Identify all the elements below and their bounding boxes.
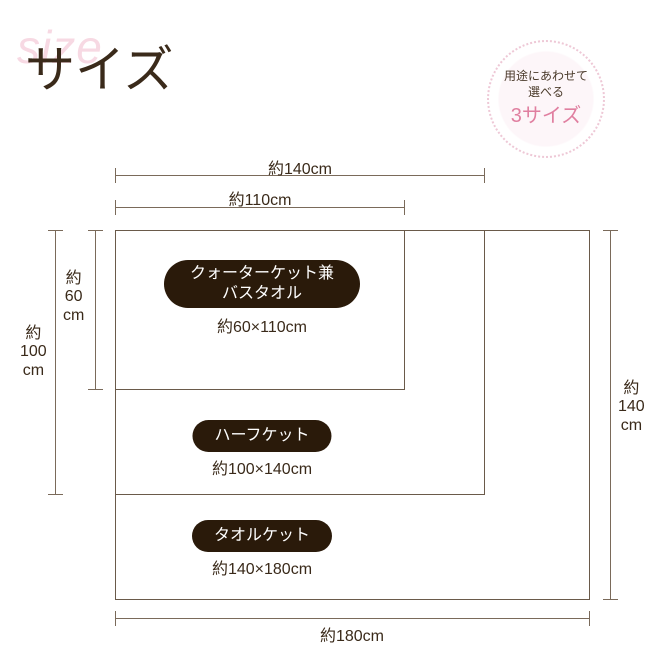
dim-label-180: 約180cm bbox=[320, 622, 384, 646]
badge-line1: 用途にあわせて bbox=[504, 69, 588, 85]
rect-quarter bbox=[115, 230, 405, 390]
dim-label-60: 約 60 cm bbox=[63, 270, 84, 325]
dim-label-110: 約110cm bbox=[229, 186, 292, 210]
pill-quarter: クォーターケット兼 バスタオル bbox=[164, 260, 360, 308]
dim-half: 約100×140cm bbox=[212, 455, 312, 479]
dim-bar-60 bbox=[95, 230, 96, 390]
pill-half: ハーフケット bbox=[192, 420, 331, 452]
dim-label-140v: 約 140 cm bbox=[618, 380, 645, 435]
dim-bar-180 bbox=[115, 618, 590, 619]
dim-quarter: 約60×110cm bbox=[217, 313, 307, 337]
badge-line3: 3サイズ bbox=[511, 103, 582, 129]
dim-bar-100 bbox=[55, 230, 56, 495]
dim-label-140: 約140cm bbox=[268, 155, 332, 179]
dim-bar-140v bbox=[610, 230, 611, 600]
size-badge: 用途にあわせて 選べる 3サイズ bbox=[487, 40, 605, 158]
dim-towel: 約140×180cm bbox=[212, 555, 312, 579]
pill-towel: タオルケット bbox=[192, 520, 332, 552]
title-main: サイズ bbox=[25, 30, 174, 102]
badge-line2: 選べる bbox=[528, 85, 564, 101]
size-diagram: 約140cm 約110cm 約 60 cm 約 100 cm 約 140 cm … bbox=[0, 155, 650, 635]
dim-label-100: 約 100 cm bbox=[20, 325, 47, 380]
title-area: size サイズ bbox=[25, 30, 174, 102]
